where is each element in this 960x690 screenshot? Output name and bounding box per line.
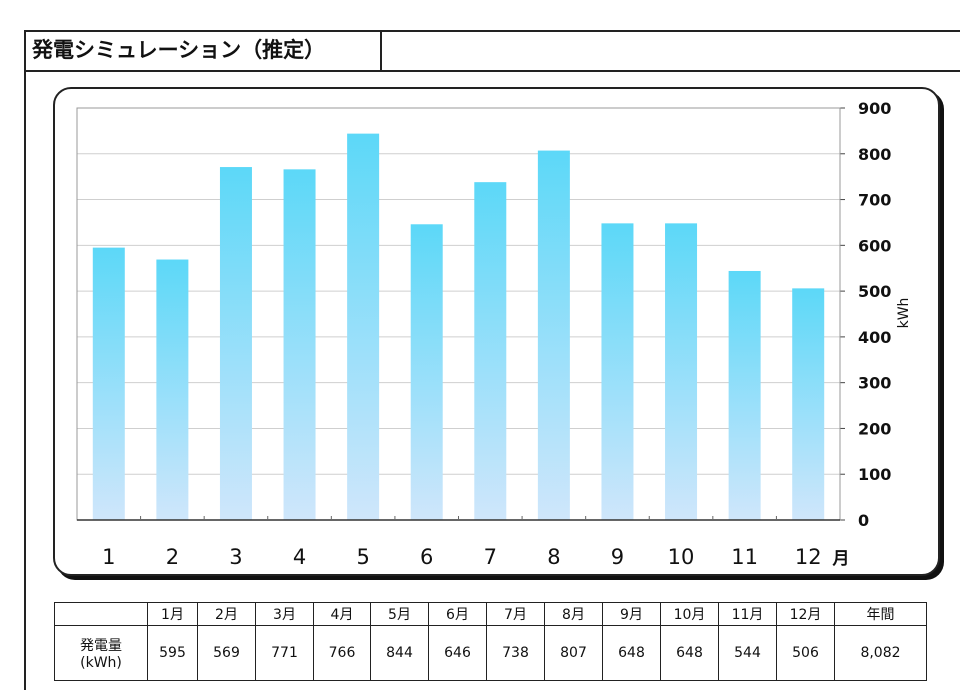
bar-month-6 [410,224,443,520]
table-cell: 766 [313,625,371,681]
title-row: 発電シミュレーション（推定） [24,30,960,72]
bar-month-8 [537,150,570,520]
table-cell: 595 [147,625,198,681]
y-tick-label: 200 [858,419,891,438]
table-value-row: 発電量 (kWh) 595 569 771 766 844 646 738 80… [54,625,927,681]
y-tick-label: 500 [858,282,891,301]
plot-area-border [76,107,841,521]
y-axis-label: kWh [896,298,912,329]
table-cell: 771 [255,625,314,681]
table-header-cell: 8月 [544,602,603,626]
table-header-cell [54,602,148,626]
x-tick-label: 1 [102,545,115,569]
bar-month-2 [156,259,189,520]
table-cell: 506 [776,625,835,681]
x-tick-label: 8 [547,545,560,569]
y-tick-label: 0 [858,511,869,530]
table-cell: 648 [602,625,661,681]
table-cell-annual: 8,082 [834,625,927,681]
x-tick-label: 3 [229,545,242,569]
x-tick-label: 7 [484,545,497,569]
table-header-cell: 11月 [718,602,777,626]
generation-table: 1月 2月 3月 4月 5月 6月 7月 8月 9月 10月 11月 12月 年… [54,602,927,681]
table-header-cell: 3月 [255,602,314,626]
table-cell: 844 [370,625,429,681]
x-tick-label: 4 [293,545,306,569]
x-tick-label: 10 [668,545,695,569]
table-cell: 648 [660,625,719,681]
y-tick-label: 100 [858,465,891,484]
table-header-cell: 10月 [660,602,719,626]
y-tick-label: 800 [858,145,891,164]
table-header-cell: 9月 [602,602,661,626]
table-header-cell: 12月 [776,602,835,626]
x-tick-label: 9 [611,545,624,569]
table-header-cell: 6月 [428,602,487,626]
report-frame [24,30,960,690]
y-tick-label: 900 [858,99,891,118]
bar-month-1 [92,247,125,520]
bar-month-4 [283,169,316,520]
page-title: 発電シミュレーション（推定） [24,30,382,70]
bar-month-5 [347,133,380,520]
row-label-unit: (kWh) [80,655,122,671]
table-header-cell: 年間 [834,602,927,626]
bar-month-11 [728,270,761,520]
x-tick-label: 5 [356,545,369,569]
table-cell: 807 [544,625,603,681]
y-tick-label: 600 [858,236,891,255]
x-tick-label: 11 [731,545,758,569]
table-cell: 738 [486,625,545,681]
x-axis-label: 月 [832,549,850,569]
x-tick-label: 6 [420,545,433,569]
y-tick-label: 700 [858,191,891,210]
table-header-cell: 4月 [313,602,371,626]
table-header-cell: 7月 [486,602,545,626]
bar-month-7 [474,182,507,520]
x-tick-label: 12 [795,545,822,569]
row-label: 発電量 (kWh) [54,625,148,681]
bar-month-10 [665,223,698,521]
table-header-cell: 5月 [370,602,429,626]
table-cell: 569 [197,625,256,681]
table-cell: 646 [428,625,487,681]
y-tick-label: 400 [858,328,891,347]
bar-month-12 [792,288,825,520]
bar-month-3 [219,167,252,520]
bar-month-9 [601,223,634,521]
row-label-main: 発電量 [80,638,122,654]
table-header-cell: 2月 [197,602,256,626]
table-header-cell: 1月 [147,602,198,626]
x-tick-label: 2 [166,545,179,569]
table-cell: 544 [718,625,777,681]
table-header-row: 1月 2月 3月 4月 5月 6月 7月 8月 9月 10月 11月 12月 年… [54,602,927,626]
y-tick-label: 300 [858,374,891,393]
